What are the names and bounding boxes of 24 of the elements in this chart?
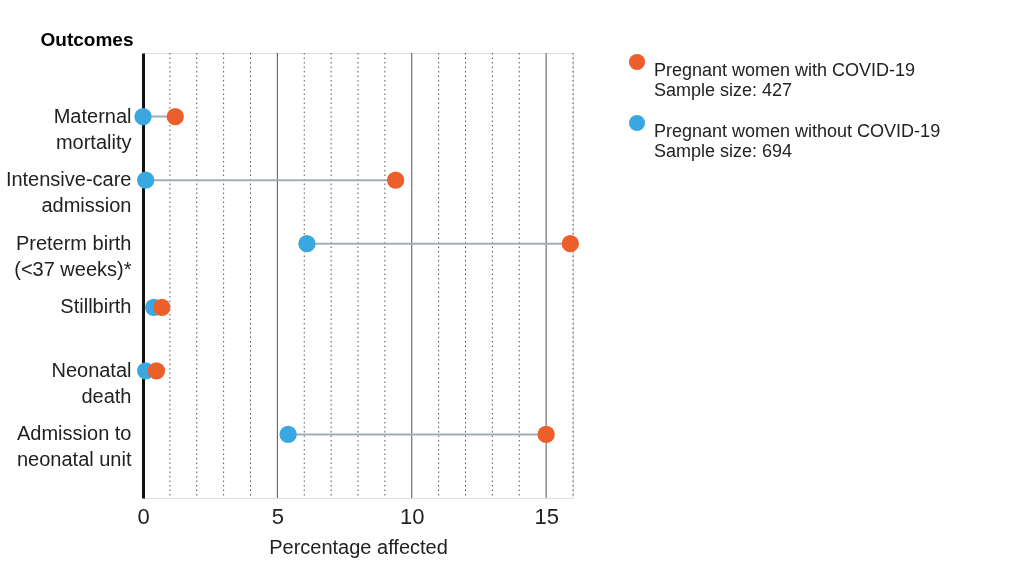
y-tick-label: Admission to neonatal unit — [16, 422, 132, 471]
point — [279, 425, 297, 444]
x-tick-label: 10 — [400, 503, 425, 529]
x-tick-label: 0 — [137, 503, 150, 529]
y-tick-label: Neonatal death — [51, 358, 132, 407]
y-axis-title: Outcomes — [40, 28, 134, 50]
y-tick-label: Maternal mortality — [53, 104, 132, 153]
y-tick-label: Preterm birth (<37 weeks)* — [14, 231, 132, 280]
legend-label: Pregnant women without COVID-19 Sample size: 694 — [654, 121, 941, 161]
y-tick-label: Intensive-care admission — [5, 168, 132, 217]
point — [153, 298, 171, 316]
point — [147, 362, 166, 380]
x-axis-title: Percentage affected — [269, 535, 448, 558]
point — [537, 425, 555, 444]
y-tick-label: Stillbirth — [60, 295, 132, 318]
point — [298, 235, 316, 253]
point — [561, 235, 579, 253]
legend-label: Pregnant women with COVID-19 Sample size: 427 — [654, 60, 916, 100]
x-tick-label: 5 — [271, 503, 284, 529]
x-tick-label: 15 — [534, 503, 559, 529]
point — [386, 171, 405, 189]
point — [166, 107, 184, 126]
point — [134, 107, 152, 126]
point — [137, 171, 155, 189]
